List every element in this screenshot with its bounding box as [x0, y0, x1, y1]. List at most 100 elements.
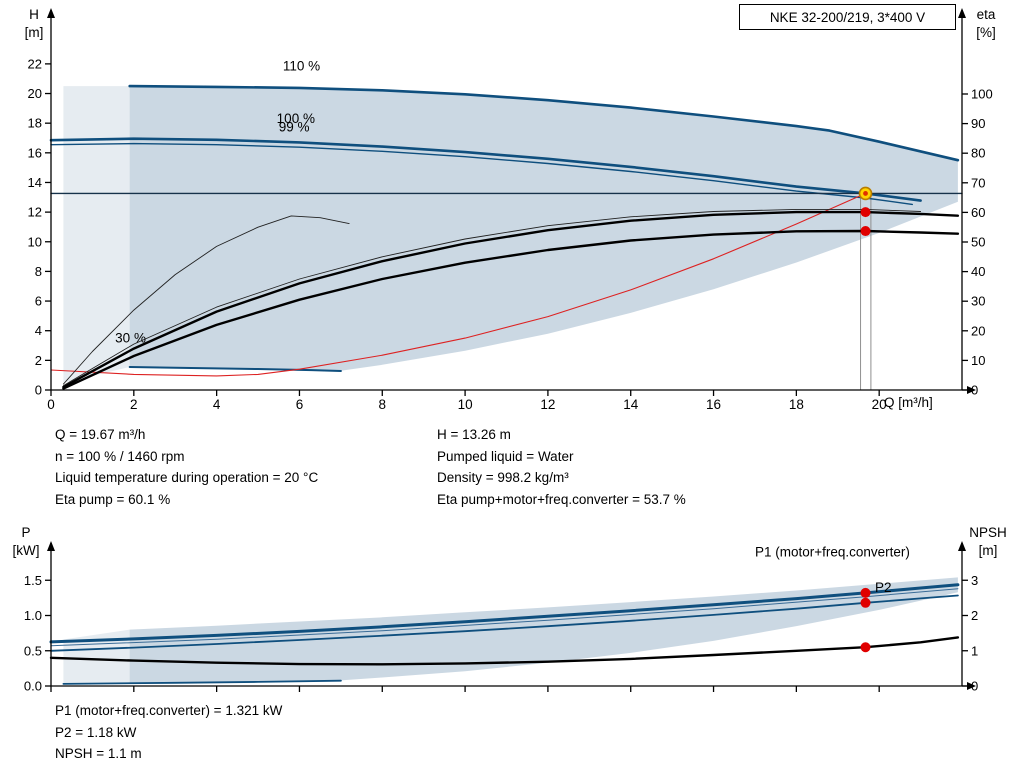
chart-label: P2: [875, 580, 892, 595]
chart-label: 110 %: [283, 59, 320, 74]
y-right-tick-label: 60: [971, 205, 985, 220]
y-right-tick-label: 20: [971, 323, 985, 338]
y-left-tick-label: 8: [35, 264, 42, 279]
x-tick-label: 6: [296, 397, 304, 412]
marker-duty-center: [863, 191, 868, 196]
chart-label: 100 %: [277, 111, 315, 126]
y-right-tick-label: 3: [971, 573, 978, 588]
y-right-tick-label: 70: [971, 175, 985, 190]
marker-p2-point: [860, 597, 871, 608]
y-right-tick-label: 80: [971, 146, 985, 161]
qh-chart: 0246810121416182022010203040506070809010…: [28, 8, 993, 412]
chart-label: 30 %: [115, 331, 146, 346]
y-left-tick-label: 22: [28, 56, 42, 71]
y-right-tick-label: 100: [971, 86, 993, 101]
y-left-tick-label: 12: [28, 205, 42, 220]
npsh-axis-unit: [m]: [978, 543, 998, 558]
y-right-tick-label: 30: [971, 294, 985, 309]
axis-arrow-icon: [967, 386, 976, 394]
y-left-tick-label: 20: [28, 86, 42, 101]
y-left-tick-label: 1.5: [24, 573, 42, 588]
curve-qh-30pct: [128, 366, 342, 372]
npsh-axis-header: NPSH [m]: [958, 524, 1018, 560]
info-density: Density = 998.2 kg/m³: [437, 470, 569, 485]
y-left-tick-label: 0.5: [24, 643, 42, 658]
curve-qh-110pct: [128, 84, 960, 162]
npsh-axis-symbol: NPSH: [969, 525, 1007, 540]
curve-qh-99pct: [50, 142, 913, 206]
eta-axis-unit: [%]: [976, 25, 996, 40]
x-tick-label: 12: [540, 397, 555, 412]
h-axis-unit: [m]: [24, 25, 44, 40]
p-axis-symbol: P: [21, 525, 31, 540]
x-tick-label: 16: [706, 397, 721, 412]
p-axis-header: P [kW]: [2, 524, 50, 560]
info-eta-total: Eta pump+motor+freq.converter = 53.7 %: [437, 491, 686, 507]
marker-eta-pump-point: [860, 207, 871, 218]
info-speed: n = 100 % / 1460 rpm: [55, 448, 185, 464]
pump-model-label: NKE 32-200/219, 3*400 V: [769, 9, 926, 25]
y-right-tick-label: 50: [971, 234, 985, 249]
y-right-tick-label: 40: [971, 264, 985, 279]
y-right-tick-label: 2: [971, 608, 978, 623]
curve-p-min-speed: [62, 679, 342, 685]
y-left-tick-label: 6: [35, 294, 42, 309]
y-left-tick-label: 0.0: [24, 679, 42, 694]
q-axis-header: Q [m³/h]: [884, 395, 933, 410]
x-tick-label: 2: [130, 397, 138, 412]
eta-axis-header: eta [%]: [962, 6, 1010, 42]
axis-arrow-icon: [958, 541, 966, 551]
result-p1: P1 (motor+freq.converter) = 1.321 kW: [55, 703, 283, 718]
p-axis-unit: [kW]: [12, 543, 40, 558]
info-liquid-temperature: Liquid temperature during operation = 20…: [55, 470, 319, 485]
y-left-tick-label: 4: [35, 323, 42, 338]
result-npsh: NPSH = 1.1 m: [55, 746, 142, 761]
y-left-tick-label: 14: [28, 175, 42, 190]
x-tick-label: 10: [458, 397, 473, 412]
x-tick-label: 4: [213, 397, 221, 412]
curve-eta-thin: [62, 208, 922, 387]
y-right-tick-label: 1: [971, 643, 978, 658]
y-left-tick-label: 0: [35, 383, 42, 398]
chart-label: 99 %: [279, 119, 310, 134]
h-axis-symbol: H: [29, 7, 39, 22]
x-tick-label: 20: [872, 397, 887, 412]
power-npsh-chart: 0.0 0.5 1.0 1.5 0 1 2 3 P1 (motor+freq.converter…: [24, 541, 978, 694]
curve-qh-100pct: [49, 137, 922, 202]
chart-label: P1 (motor+freq.converter): [755, 544, 910, 559]
marker-p1-point: [860, 587, 871, 598]
y-left-tick-label: 2: [35, 353, 42, 368]
marker-eta-total-point: [860, 226, 871, 237]
area-low-flow-region: [63, 629, 130, 684]
area-speed-envelope: [129, 86, 958, 371]
marker-npsh-point: [860, 642, 871, 653]
area-low-flow-region: [63, 86, 130, 383]
axis-arrow-icon: [47, 541, 55, 551]
result-p2: P2 = 1.18 kW: [55, 724, 137, 740]
axis-arrow-icon: [958, 8, 966, 18]
axis-arrow-icon: [47, 8, 55, 18]
duty-info-left: Q = 19.67 m³/h n = 100 % / 1460 rpm Liqu…: [55, 424, 318, 510]
info-flow: Q = 19.67 m³/h: [55, 427, 146, 442]
pump-model-box: NKE 32-200/219, 3*400 V: [739, 4, 956, 30]
x-tick-label: 14: [623, 397, 639, 412]
area-power-envelope: [129, 577, 958, 683]
y-right-tick-label: 10: [971, 353, 985, 368]
axis-arrow-icon: [967, 682, 976, 690]
x-tick-label: 18: [789, 397, 804, 412]
info-eta-pump: Eta pump = 60.1 %: [55, 491, 171, 507]
y-right-tick-label: 90: [971, 116, 985, 131]
info-pumped-liquid: Pumped liquid = Water: [437, 448, 574, 464]
x-tick-label: 0: [47, 397, 55, 412]
h-axis-header: H [m]: [13, 6, 55, 42]
eta-axis-symbol: eta: [976, 7, 996, 22]
result-info: P1 (motor+freq.converter) = 1.321 kW P2 …: [55, 700, 282, 765]
y-right-tick-label: 0: [971, 383, 978, 398]
y-left-tick-label: 1.0: [24, 608, 42, 623]
y-left-tick-label: 10: [28, 234, 42, 249]
info-head: H = 13.26 m: [437, 427, 511, 442]
y-right-tick-label: 0: [971, 679, 978, 694]
duty-info-right: H = 13.26 m Pumped liquid = Water Densit…: [437, 424, 686, 510]
y-left-tick-label: 16: [28, 145, 42, 160]
